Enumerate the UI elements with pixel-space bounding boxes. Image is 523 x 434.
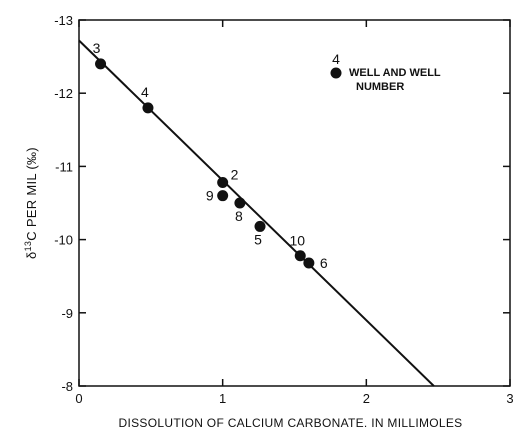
- data-point: [217, 177, 229, 189]
- point-label: 2: [231, 167, 239, 183]
- data-point: [234, 197, 246, 209]
- data-point: [142, 102, 154, 114]
- x-tick-label: 2: [363, 391, 370, 406]
- data-point: [217, 190, 229, 202]
- point-label: 9: [206, 188, 214, 204]
- point-label: 5: [254, 231, 262, 247]
- legend: 4 WELL AND WELL NUMBER: [330, 51, 441, 93]
- point-label: 8: [235, 208, 243, 224]
- plot-frame: [78, 19, 511, 387]
- x-tick-label: 1: [219, 391, 226, 406]
- y-tick-label: -10: [54, 233, 73, 248]
- data-point: [294, 250, 306, 262]
- y-tick-label: -8: [61, 379, 73, 394]
- point-label: 10: [289, 233, 305, 249]
- y-axis-title-rest: C PER MIL (‰): [24, 147, 39, 241]
- y-tick-label: -12: [54, 86, 73, 101]
- y-tick-label: -13: [54, 13, 73, 28]
- x-tick-label: 3: [506, 391, 513, 406]
- y-tick-label: -9: [61, 306, 73, 321]
- axis-ticks: 0 1 2 3 -13 -12 -11 -10 -9 -8: [54, 13, 513, 406]
- plot-area: [78, 19, 511, 387]
- trend-line: [78, 39, 435, 387]
- data-points: 3 4 2 9 85 10 6: [93, 40, 328, 271]
- data-point: [95, 58, 107, 70]
- trend-line-group: [78, 39, 435, 387]
- point-label: 6: [320, 255, 328, 271]
- data-point: [303, 257, 315, 269]
- point-label: 3: [93, 40, 101, 56]
- legend-number: 4: [332, 51, 340, 67]
- x-tick-label: 0: [75, 391, 82, 406]
- data-point: [254, 220, 266, 232]
- y-axis-title: δ13C PER MIL (‰): [23, 147, 39, 259]
- y-axis-title-superscript: 13: [23, 241, 33, 252]
- legend-marker: [330, 67, 342, 79]
- y-tick-label: -11: [55, 159, 73, 174]
- point-label: 4: [141, 84, 149, 100]
- x-axis-title: DISSOLUTION OF CALCIUM CARBONATE. IN MIL…: [119, 416, 463, 430]
- legend-text-line2: NUMBER: [356, 81, 404, 93]
- legend-text-line1: WELL AND WELL: [349, 67, 441, 79]
- y-axis-title-delta: δ: [24, 251, 39, 259]
